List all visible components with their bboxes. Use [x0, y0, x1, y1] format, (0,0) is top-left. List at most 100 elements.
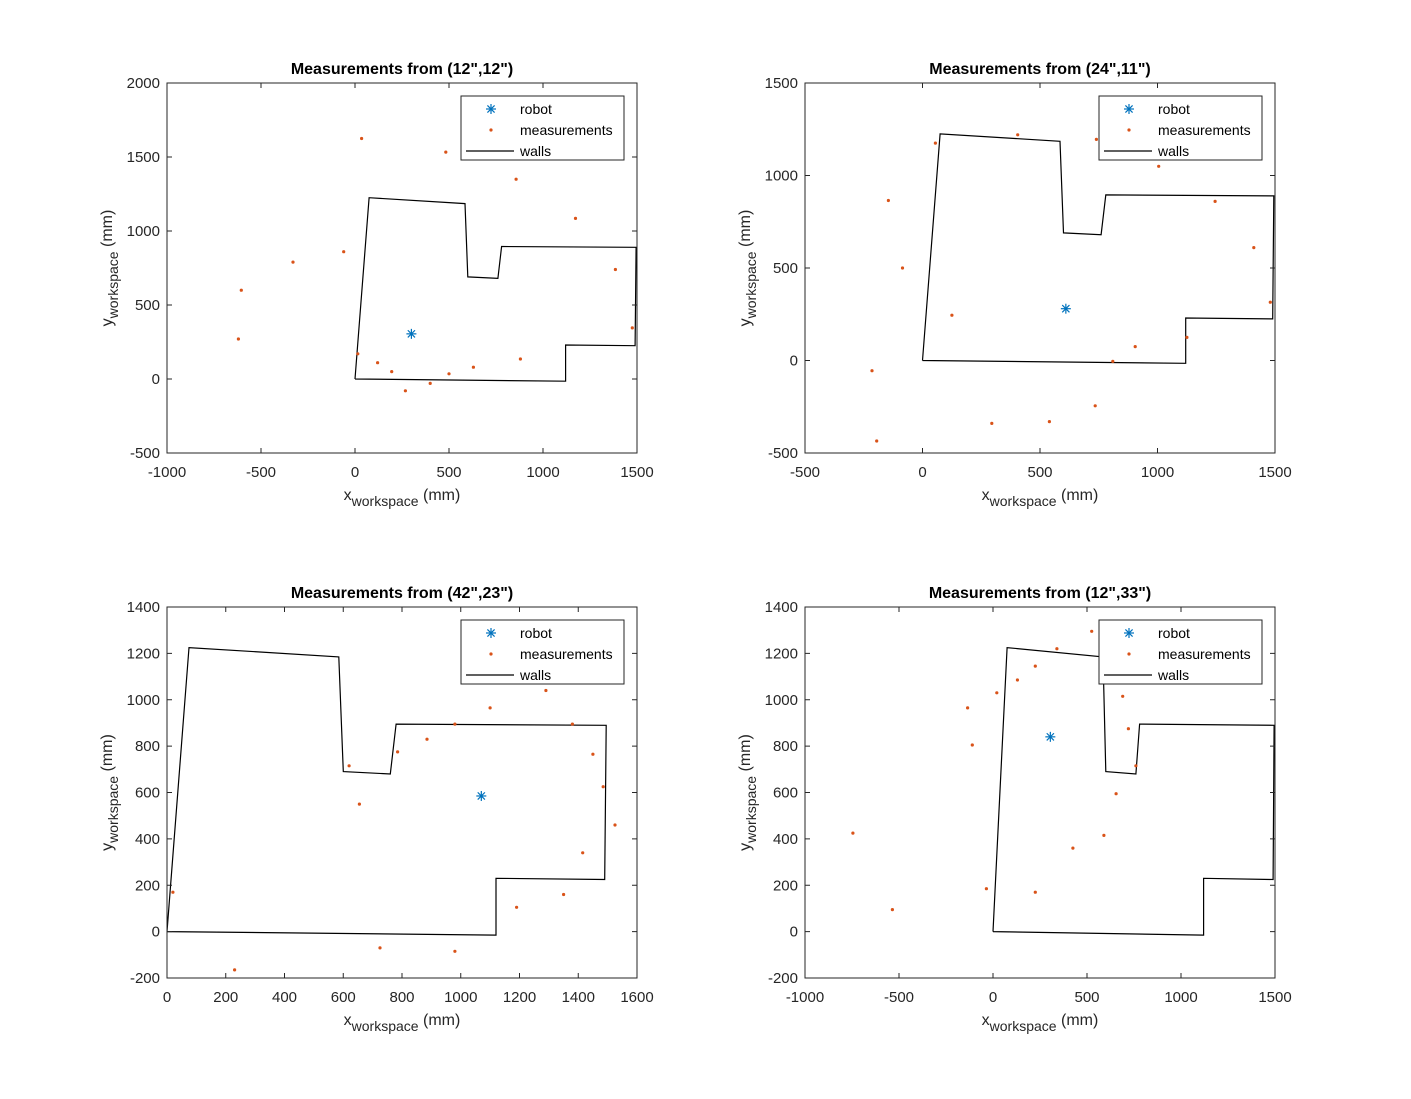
- walls-line: [354, 197, 637, 382]
- measurement-point: [1252, 246, 1256, 250]
- measurement-point: [239, 288, 243, 292]
- measurement-point: [984, 887, 989, 891]
- chart-title: Measurements from (12",33"): [929, 585, 1151, 602]
- y-tick-label: 1200: [765, 645, 798, 662]
- x-tick-label: 0: [989, 989, 997, 1006]
- legend-measurement-marker: [1127, 128, 1131, 132]
- measurement-point: [1016, 133, 1020, 137]
- measurement-point: [1033, 664, 1037, 668]
- legend-label: walls: [519, 667, 551, 683]
- measurement-point: [613, 267, 618, 272]
- measurement-point: [518, 357, 523, 361]
- measurement-point: [995, 691, 999, 695]
- plot-area: [167, 646, 617, 972]
- y-tick-label: -200: [130, 970, 160, 987]
- measurement-point: [347, 764, 351, 768]
- y-tick-label: 200: [135, 877, 160, 894]
- measurement-point: [870, 369, 874, 373]
- x-tick-label: 600: [331, 989, 356, 1006]
- y-tick-label: 1400: [765, 599, 798, 616]
- y-tick-label: 0: [152, 371, 160, 388]
- y-tick-label: 500: [773, 260, 798, 277]
- measurement-point: [544, 688, 548, 693]
- y-tick-label: 1000: [765, 692, 798, 709]
- legend-label: robot: [520, 101, 552, 117]
- walls-line: [921, 133, 1275, 364]
- legend-label: walls: [1157, 667, 1189, 683]
- measurement-point: [890, 908, 895, 912]
- measurement-point: [1114, 792, 1118, 796]
- x-tick-label: 1200: [503, 989, 536, 1006]
- measurement-point: [1047, 420, 1051, 424]
- measurement-point: [378, 946, 382, 950]
- x-tick-label: -500: [790, 464, 820, 481]
- measurement-point: [453, 722, 457, 726]
- walls-line: [167, 646, 607, 936]
- measurement-point: [1133, 345, 1137, 349]
- y-axis-label: yworkspace (mm): [99, 210, 121, 327]
- axes-box: [166, 82, 638, 454]
- measurement-point: [236, 337, 240, 341]
- y-tick-label: 400: [135, 831, 160, 848]
- measurement-point: [1102, 833, 1106, 838]
- x-tick-label: 1500: [1258, 464, 1291, 481]
- measurement-point: [970, 743, 974, 747]
- measurement-point: [1185, 335, 1189, 339]
- y-axis-label: yworkspace (mm): [737, 734, 759, 851]
- x-tick-label: 1000: [1141, 464, 1174, 481]
- legend-label: walls: [1157, 143, 1189, 159]
- x-tick-label: 1000: [444, 989, 477, 1006]
- measurement-point: [601, 785, 605, 789]
- x-tick-label: 1500: [1258, 989, 1291, 1006]
- measurement-point: [1134, 764, 1138, 768]
- measurement-point: [1093, 404, 1097, 408]
- legend: robot measurements walls: [460, 619, 625, 685]
- walls-line: [992, 646, 1275, 936]
- x-tick-label: -1000: [786, 989, 824, 1006]
- robot-marker: [1060, 303, 1071, 314]
- x-tick-label: 1000: [526, 464, 559, 481]
- x-tick-label: 500: [436, 464, 461, 481]
- measurement-point: [1015, 678, 1020, 682]
- x-axis-label: xworkspace (mm): [982, 1012, 1099, 1034]
- legend-label: robot: [1158, 101, 1190, 117]
- measurement-point: [1126, 727, 1130, 731]
- measurement-point: [1071, 846, 1075, 850]
- measurement-point: [425, 737, 429, 741]
- measurement-point: [1111, 359, 1115, 363]
- plot-area: [851, 629, 1275, 936]
- measurement-point: [851, 831, 855, 835]
- chart-title: Measurements from (12",12"): [291, 61, 513, 78]
- x-axis-label: xworkspace (mm): [344, 1012, 461, 1034]
- measurement-point: [933, 141, 938, 145]
- x-axis-label: xworkspace (mm): [344, 487, 461, 509]
- measurement-point: [233, 968, 237, 972]
- subplot-2: -500 0 500 1000 1500 -500 0 500 1000 1500 Measurem…: [737, 61, 1292, 509]
- subplot-4: -1000 -500 0 500 1000 1500 -200 0 200 400 600 800 10…: [737, 585, 1292, 1034]
- measurement-point: [1033, 890, 1037, 894]
- legend-robot-marker: [1124, 628, 1134, 638]
- legend-robot-marker: [1124, 104, 1134, 114]
- y-tick-label: 1500: [127, 149, 160, 166]
- legend-measurement-marker: [489, 652, 493, 656]
- measurement-point: [1055, 647, 1059, 651]
- y-tick-label: 1400: [127, 599, 160, 616]
- measurement-point: [591, 752, 595, 756]
- measurement-point: [1268, 300, 1272, 304]
- measurement-point: [403, 389, 407, 393]
- y-tick-label: 800: [135, 738, 160, 755]
- measurement-point: [875, 439, 879, 443]
- x-tick-label: 400: [272, 989, 297, 1006]
- measurement-point: [581, 851, 585, 855]
- measurement-point: [291, 260, 295, 264]
- robot-marker: [476, 790, 487, 801]
- y-tick-label: 0: [790, 353, 798, 370]
- x-tick-label: 500: [1027, 464, 1052, 481]
- measurement-point: [444, 150, 448, 154]
- x-tick-label: 800: [389, 989, 414, 1006]
- y-tick-label: 1000: [127, 223, 160, 240]
- measurement-point: [356, 352, 360, 356]
- y-tick-label: 1200: [127, 645, 160, 662]
- measurement-point: [570, 722, 575, 726]
- x-tick-label: 0: [163, 989, 171, 1006]
